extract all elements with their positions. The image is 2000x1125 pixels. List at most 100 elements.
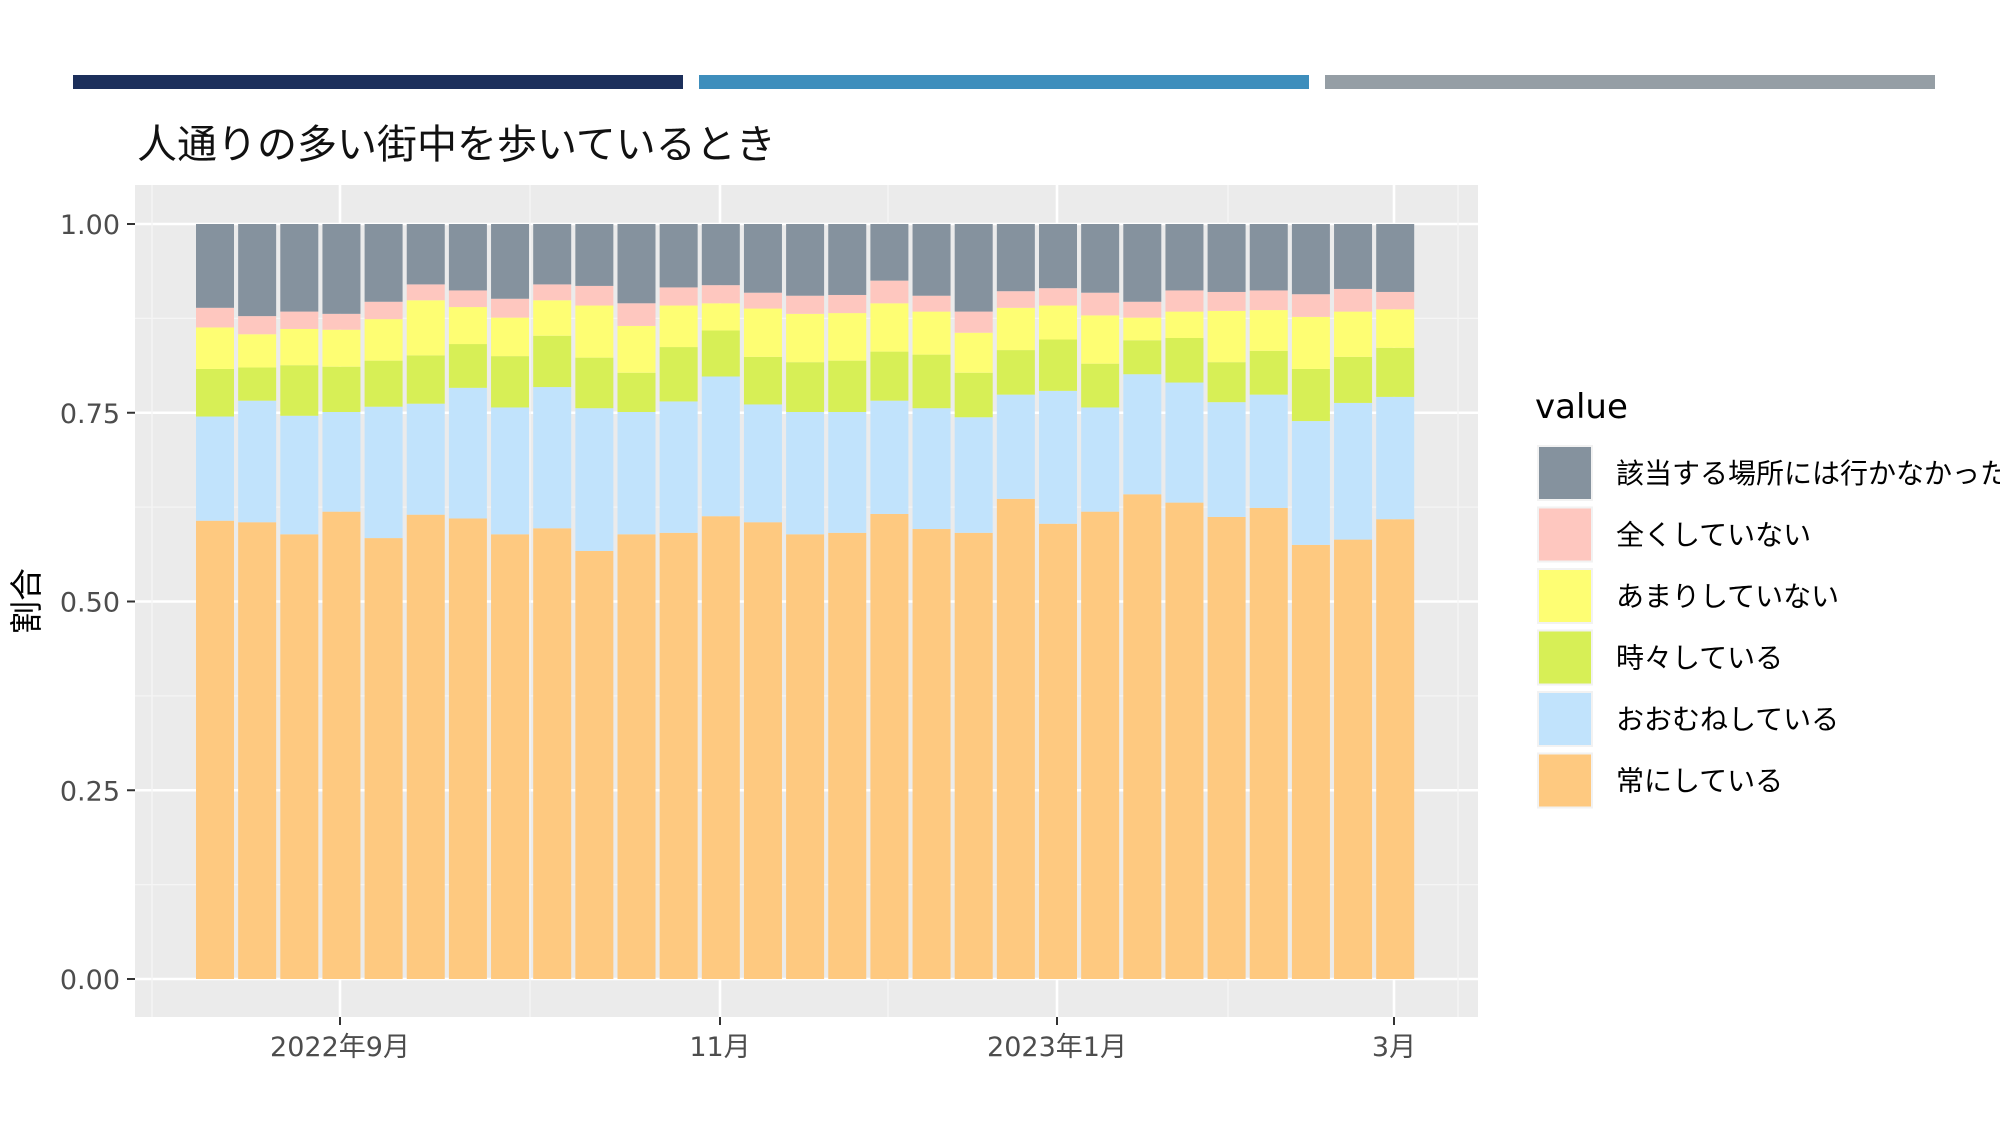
bar-segment-1 <box>238 522 277 979</box>
bar-segment-3 <box>196 368 234 417</box>
bar-segment-1 <box>491 534 530 979</box>
y-tick-label: 0.50 <box>60 588 120 619</box>
bar-segment-4 <box>196 327 234 369</box>
bar-segment-6 <box>238 224 277 317</box>
legend-label: 該当する場所には行かなかった <box>1616 457 2000 490</box>
bar-segment-5 <box>701 285 740 304</box>
bar-segment-3 <box>1334 356 1373 403</box>
bar-segment-5 <box>828 294 867 314</box>
bar-segment-1 <box>659 532 698 979</box>
bar-segment-4 <box>575 305 614 358</box>
bar-segment-1 <box>364 538 403 979</box>
bar-segment-2 <box>1249 394 1288 508</box>
bar-segment-3 <box>786 362 825 412</box>
bar-segment-6 <box>828 224 867 295</box>
bar-segment-4 <box>1376 309 1415 348</box>
bar-segment-5 <box>448 290 487 308</box>
bar-segment-4 <box>533 300 572 336</box>
y-tick-label: 0.75 <box>60 399 120 430</box>
bar-segment-3 <box>1081 363 1120 408</box>
bar-segment-2 <box>1081 407 1120 512</box>
bar-segment-3 <box>701 330 740 377</box>
legend-label: おおむねしている <box>1616 703 1839 736</box>
bar-segment-6 <box>406 224 445 285</box>
bar-segment-1 <box>743 522 782 979</box>
bar-segment-5 <box>1123 301 1162 318</box>
bar-segment-3 <box>322 366 361 412</box>
bar-segment-5 <box>533 284 572 301</box>
bar-segment-2 <box>1334 402 1373 540</box>
bar-segment-6 <box>954 224 993 312</box>
bar-segment-1 <box>280 534 319 979</box>
bar-segment-5 <box>1165 290 1204 312</box>
bar-segment-6 <box>743 224 782 293</box>
bar-segment-1 <box>1165 502 1204 979</box>
bar-segment-3 <box>996 350 1035 395</box>
bar-segment-2 <box>1207 402 1246 517</box>
bar-segment-4 <box>1291 316 1330 369</box>
bar-segment-2 <box>743 404 782 523</box>
bar-segment-3 <box>954 372 993 418</box>
bar-segment-1 <box>828 532 867 979</box>
bar-segment-2 <box>912 408 951 530</box>
bar-segment-3 <box>1165 338 1204 383</box>
bar-segment-4 <box>996 307 1035 351</box>
legend-key-3 <box>1539 631 1591 684</box>
y-tick-label: 0.25 <box>60 776 120 807</box>
bar-segment-4 <box>786 313 825 363</box>
y-axis: 0.00 0.25 0.50 0.75 1.00 <box>60 210 135 996</box>
bar-segment-1 <box>533 528 572 979</box>
bar-segment-3 <box>238 367 277 401</box>
bar-segment-5 <box>406 284 445 301</box>
bar-segment-1 <box>406 514 445 979</box>
bar-segment-2 <box>870 400 909 514</box>
header-bar-navy <box>73 75 683 89</box>
bar-segment-4 <box>1039 305 1077 340</box>
bar-segment-6 <box>1165 224 1204 291</box>
bar-segment-6 <box>870 224 909 281</box>
bar-segment-5 <box>954 311 993 333</box>
bars <box>196 224 1415 979</box>
bar-segment-5 <box>617 303 656 326</box>
bar-segment-5 <box>786 295 825 314</box>
bar-segment-2 <box>786 411 825 535</box>
legend-key-5 <box>1539 508 1591 561</box>
bar-segment-5 <box>1081 292 1120 316</box>
bar-segment-5 <box>659 287 698 306</box>
bar-segment-3 <box>575 357 614 409</box>
legend-label: あまりしていない <box>1616 580 1839 613</box>
bar-segment-2 <box>1165 382 1204 503</box>
bar-segment-1 <box>870 513 909 979</box>
bar-segment-4 <box>322 329 361 367</box>
bar-segment-6 <box>1291 224 1330 295</box>
bar-segment-2 <box>828 411 867 533</box>
bar-segment-5 <box>196 307 234 328</box>
bar-segment-1 <box>1081 511 1120 979</box>
legend-label: 時々している <box>1616 642 1783 675</box>
bar-segment-3 <box>533 335 572 388</box>
bar-segment-4 <box>1207 310 1246 363</box>
x-axis: 2022年9月 11月 2023年1月 3月 <box>270 1017 1416 1063</box>
bar-segment-3 <box>617 372 656 412</box>
bar-segment-2 <box>954 417 993 533</box>
bar-segment-1 <box>322 511 361 979</box>
bar-segment-1 <box>575 550 614 979</box>
x-tick-label: 2022年9月 <box>270 1032 410 1063</box>
bar-segment-3 <box>1123 340 1162 375</box>
header-bar-gray <box>1325 75 1935 89</box>
bar-segment-4 <box>743 308 782 357</box>
bar-segment-2 <box>406 403 445 515</box>
bar-segment-2 <box>575 408 614 551</box>
bar-segment-1 <box>1039 523 1077 979</box>
bar-segment-3 <box>1039 339 1077 391</box>
header-bar-blue <box>699 75 1309 89</box>
bar-segment-3 <box>448 344 487 388</box>
bar-segment-3 <box>870 351 909 401</box>
bar-segment-6 <box>1039 224 1077 289</box>
x-tick-label: 3月 <box>1372 1032 1416 1063</box>
bar-segment-5 <box>491 298 530 318</box>
bar-segment-4 <box>1249 310 1288 351</box>
bar-segment-1 <box>1249 507 1288 979</box>
bar-segment-2 <box>617 411 656 535</box>
legend-label: 常にしている <box>1616 765 1783 798</box>
